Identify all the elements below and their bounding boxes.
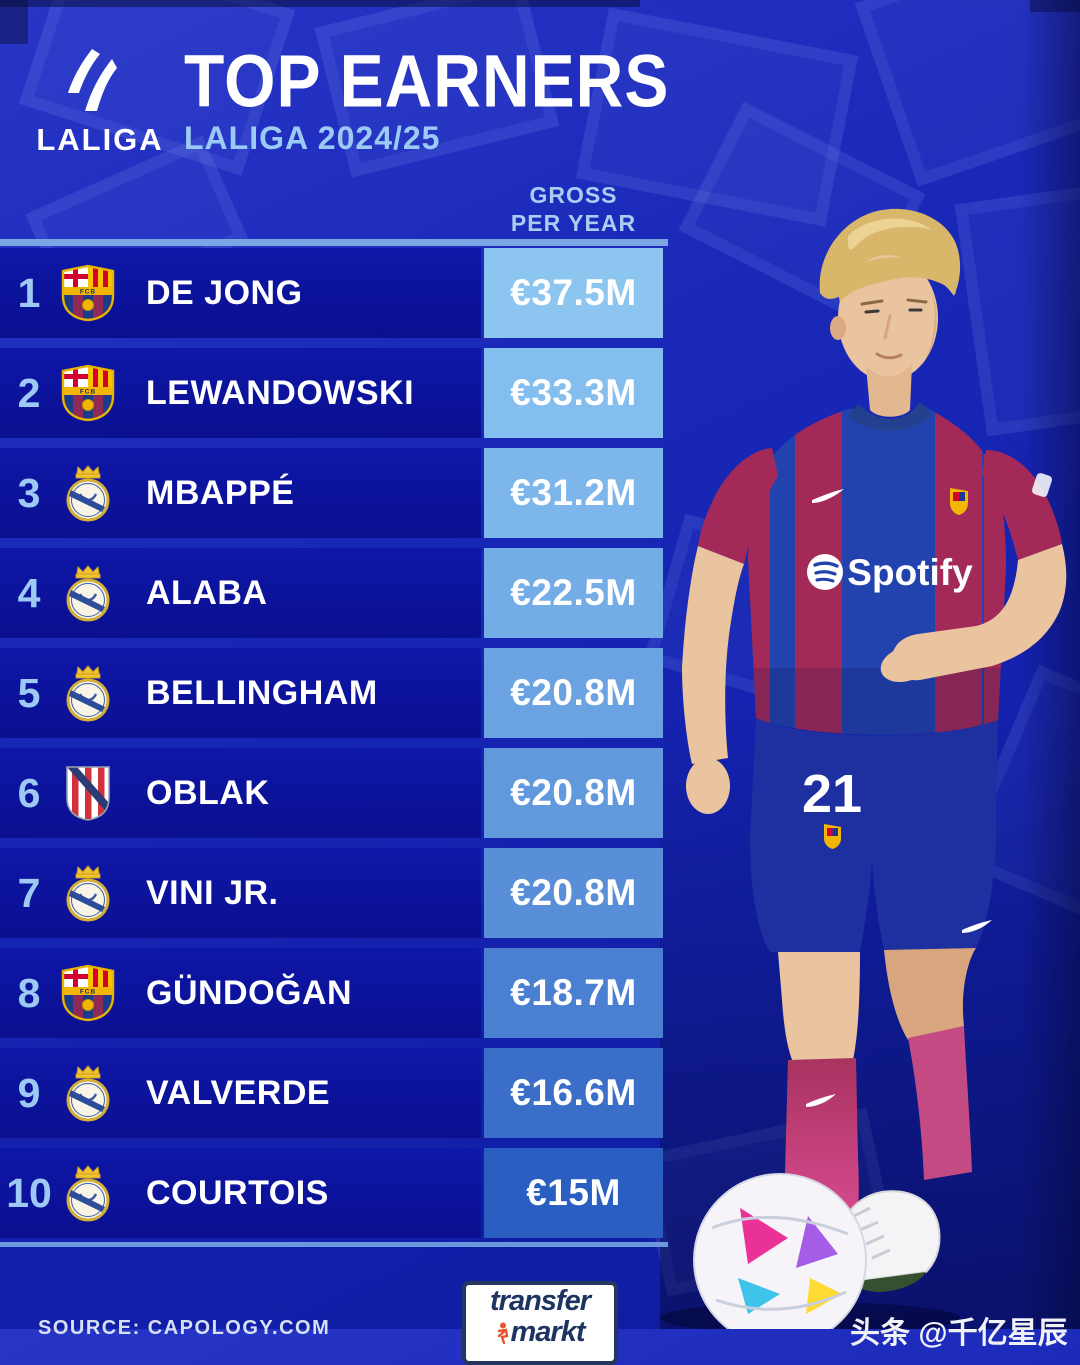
- salary-value: €16.6M: [484, 1048, 663, 1138]
- fc-barcelona-crest-icon: FCB: [60, 962, 116, 1024]
- table-row: 6 OBLAK €20.8M: [0, 748, 668, 838]
- rank-label: 8: [17, 969, 41, 1016]
- salary-value: €20.8M: [484, 848, 663, 938]
- runner-icon: [497, 1322, 508, 1344]
- real-madrid-crest-icon: [60, 462, 116, 524]
- rank-label: 2: [17, 369, 41, 416]
- value-column-header: GROSS PER YEAR: [484, 181, 663, 237]
- player-name: ALABA: [146, 573, 268, 612]
- transfermarkt-logo-top: transfer: [490, 1285, 591, 1317]
- real-madrid-crest-icon: [60, 1062, 116, 1124]
- table-row: 3 MBAPPÉ €31.2M: [0, 448, 668, 538]
- real-madrid-crest-icon: [60, 562, 116, 624]
- player-name: COURTOIS: [146, 1173, 329, 1212]
- rank-label: 6: [17, 769, 41, 816]
- rank-label: 1: [17, 269, 41, 316]
- shorts-crest: [824, 824, 841, 849]
- rank-label: 7: [17, 869, 41, 916]
- svg-text:FCB: FCB: [80, 389, 96, 396]
- real-madrid-crest-icon: [60, 862, 116, 924]
- salary-value: €20.8M: [484, 648, 663, 738]
- transfermarkt-logo: transfer markt: [462, 1281, 618, 1365]
- background-texture: [854, 0, 1080, 187]
- player-name: VALVERDE: [146, 1073, 331, 1112]
- table-row: 9 VALVERDE €16.6M: [0, 1048, 668, 1138]
- rank-label: 5: [17, 669, 41, 716]
- earners-table: 1 FCB DE JONG €37.5M 2 FCB LEWANDOWSKI €…: [0, 248, 668, 1248]
- real-madrid-crest-icon: [60, 662, 116, 724]
- background-shade: [0, 0, 640, 7]
- real-madrid-crest-icon: [60, 1162, 116, 1224]
- page-title: TOP EARNERS: [184, 39, 670, 123]
- salary-value: €22.5M: [484, 548, 663, 638]
- player-name: OBLAK: [146, 773, 270, 812]
- rank-label: 10: [6, 1169, 52, 1216]
- background-shade: [0, 0, 28, 44]
- player-photo: Spotify 21: [660, 208, 1067, 1329]
- shirt-number-label: 21: [802, 764, 862, 824]
- salary-value: €37.5M: [484, 248, 663, 338]
- rank-label: 4: [17, 569, 41, 616]
- page-subtitle: LALIGA 2024/25: [184, 120, 441, 156]
- player-name: VINI JR.: [146, 873, 279, 912]
- table-row: 8 FCB GÜNDOĞAN €18.7M: [0, 948, 668, 1038]
- table-row: 1 FCB DE JONG €37.5M: [0, 248, 668, 338]
- table-row: 7 VINI JR. €20.8M: [0, 848, 668, 938]
- player-name: GÜNDOĞAN: [146, 973, 353, 1012]
- player-name: MBAPPÉ: [146, 473, 295, 512]
- table-row: 4 ALABA €22.5M: [0, 548, 668, 638]
- salary-value: €18.7M: [484, 948, 663, 1038]
- chest-crest: [950, 488, 968, 515]
- salary-value: €33.3M: [484, 348, 663, 438]
- player-name: DE JONG: [146, 273, 303, 312]
- table-row: 2 FCB LEWANDOWSKI €33.3M: [0, 348, 668, 438]
- sponsor-label: Spotify: [847, 552, 973, 593]
- rank-label: 9: [17, 1069, 41, 1116]
- table-top-divider: [0, 239, 668, 246]
- background-shade: [1030, 0, 1080, 12]
- salary-value: €31.2M: [484, 448, 663, 538]
- salary-value: €15M: [484, 1148, 663, 1238]
- transfermarkt-logo-bottom: markt: [510, 1316, 586, 1348]
- table-row: 5 BELLINGHAM €20.8M: [0, 648, 668, 738]
- laliga-logo-icon: [68, 49, 117, 111]
- svg-text:FCB: FCB: [80, 289, 96, 296]
- watermark: 头条 @千亿星辰: [850, 1317, 1068, 1350]
- laliga-brand-label: LALIGA: [36, 122, 164, 157]
- svg-text:FCB: FCB: [80, 989, 96, 996]
- fc-barcelona-crest-icon: FCB: [60, 262, 116, 324]
- rank-label: 3: [17, 469, 41, 516]
- value-column-header-line1: GROSS: [529, 182, 618, 208]
- table-bottom-divider: [0, 1242, 668, 1247]
- value-column-header-line2: PER YEAR: [510, 210, 637, 236]
- fc-barcelona-crest-icon: FCB: [60, 362, 116, 424]
- player-name: BELLINGHAM: [146, 673, 378, 712]
- atletico-madrid-crest-icon: [60, 762, 116, 824]
- salary-value: €20.8M: [484, 748, 663, 838]
- player-name: LEWANDOWSKI: [146, 373, 415, 412]
- table-row: 10 COURTOIS €15M: [0, 1148, 668, 1238]
